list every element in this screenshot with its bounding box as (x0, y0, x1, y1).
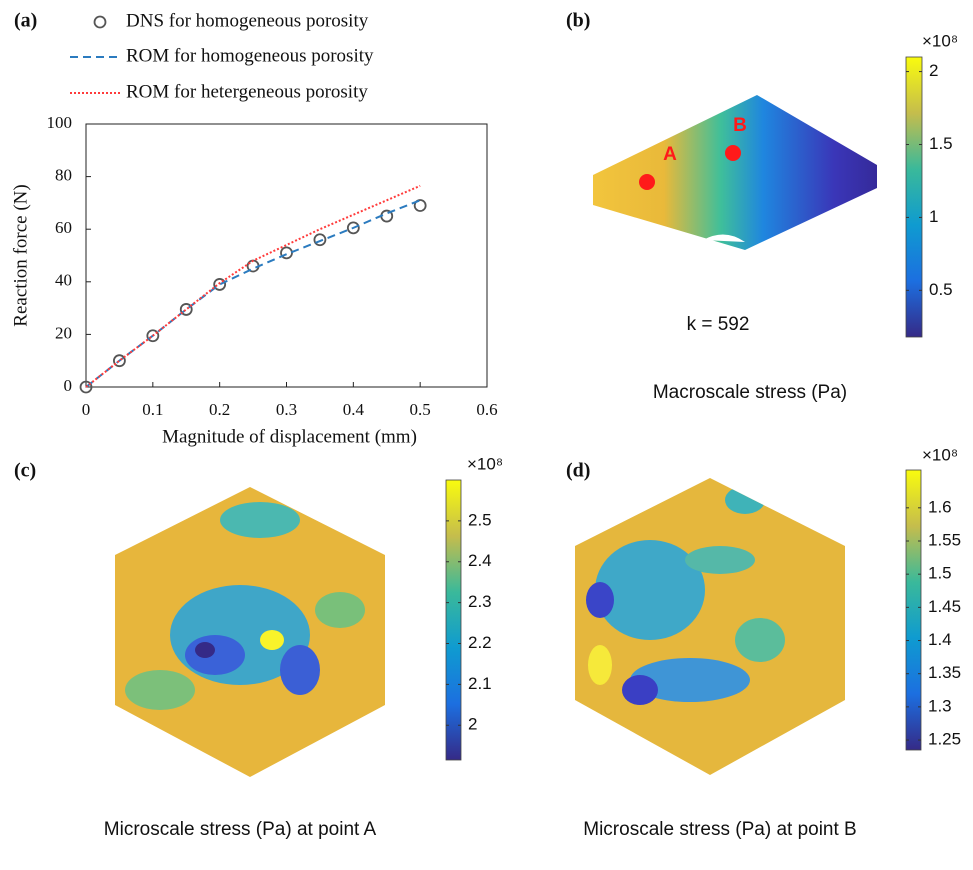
x-tick-label: 0.1 (142, 400, 163, 419)
plot-frame (85, 123, 488, 388)
colorbar-label: 1.25 (928, 730, 961, 749)
micro-image-b (575, 478, 845, 775)
panel-label: (d) (566, 460, 590, 482)
colorbar-label: 1.5 (928, 564, 952, 583)
y-tick-label: 80 (55, 166, 72, 185)
y-tick-label: 0 (64, 376, 73, 395)
legend-marker (93, 15, 107, 29)
legend-label: DNS for homogeneous porosity (126, 10, 369, 31)
colorbar-label: 1 (929, 207, 938, 226)
caption: Microscale stress (Pa) at point A (104, 819, 377, 840)
colorbar-scale: ×10⁸ (467, 454, 503, 473)
colorbar-label: 1.3 (928, 696, 952, 715)
x-tick-label: 0.6 (476, 400, 497, 419)
macro-image (593, 95, 877, 250)
colorbar-label: 1.35 (928, 663, 961, 682)
x-axis-label: Magnitude of displacement (mm) (162, 426, 417, 447)
x-tick-label: 0.5 (410, 400, 431, 419)
colorbar-label: 2.4 (468, 551, 492, 570)
colorbar-label: 2 (468, 715, 477, 734)
micro-image-a (115, 487, 385, 777)
colorbar-label: 2 (929, 61, 938, 80)
colorbar-scale: ×10⁸ (922, 445, 958, 464)
colorbar-label: 0.5 (929, 280, 953, 299)
data-point (79, 380, 93, 394)
colorbar-label: 1.4 (928, 630, 952, 649)
data-point (346, 221, 360, 235)
colorbar (905, 469, 922, 751)
data-point (113, 354, 126, 368)
series-line (85, 184, 421, 388)
colorbar-scale: ×10⁸ (922, 31, 958, 50)
colorbar-label: 1.55 (928, 530, 961, 549)
data-point (313, 233, 327, 247)
panel-label: (c) (14, 460, 36, 482)
data-point (413, 199, 427, 212)
colorbar-label: 1.6 (928, 497, 952, 516)
x-tick-label: 0.2 (209, 400, 230, 419)
y-tick-label: 40 (55, 271, 72, 290)
caption: Microscale stress (Pa) at point B (583, 819, 856, 840)
x-tick-label: 0.3 (276, 400, 297, 419)
series-line (85, 199, 421, 388)
legend-label: ROM for homogeneous porosity (126, 45, 374, 66)
panel-label: (b) (566, 10, 590, 32)
y-tick-label: 60 (55, 218, 72, 237)
colorbar-label: 1.45 (928, 597, 961, 616)
colorbar-label: 2.5 (468, 510, 492, 529)
colorbar (445, 479, 462, 761)
legend-label: ROM for hetergeneous porosity (126, 81, 368, 102)
x-tick-label: 0 (82, 400, 91, 419)
colorbar-label: 2.2 (468, 633, 492, 652)
data-point (213, 278, 227, 291)
y-tick-label: 20 (55, 323, 72, 342)
colorbar-label: 1.5 (929, 134, 953, 153)
annotation: k = 592 (687, 314, 750, 335)
colorbar (905, 56, 923, 338)
x-tick-label: 0.4 (343, 400, 365, 419)
colorbar-label: 2.1 (468, 674, 492, 693)
caption: Macroscale stress (Pa) (653, 382, 847, 403)
data-point (179, 303, 193, 316)
data-point (146, 329, 160, 343)
y-tick-label: 100 (47, 113, 73, 132)
annotation: A (663, 144, 677, 165)
colorbar-label: 2.3 (468, 592, 492, 611)
y-axis-label: Reaction force (N) (10, 184, 31, 326)
panel-label: (a) (14, 10, 37, 32)
annotation: B (733, 115, 747, 136)
